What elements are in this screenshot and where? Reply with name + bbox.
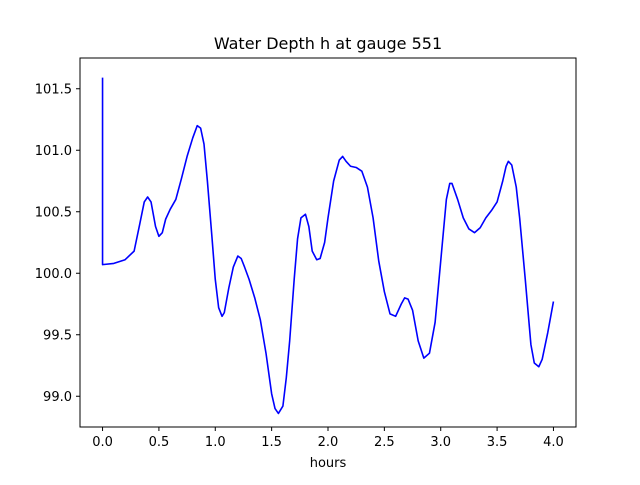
x-tick-label: 1.5 [261, 435, 282, 450]
series-line-1 [101, 77, 555, 415]
x-axis: 0.0 0.5 1.0 1.5 2.0 2.5 3.0 3.5 4.0 [92, 427, 564, 450]
chart-title: Water Depth h at gauge 551 [214, 34, 442, 53]
x-tick-label: 0.5 [149, 435, 170, 450]
x-tick-label: 3.0 [430, 435, 451, 450]
x-tick-label: 4.0 [543, 435, 564, 450]
y-tick-label: 101.5 [35, 82, 72, 97]
y-tick-label: 100.0 [35, 267, 72, 282]
y-axis: 99.0 99.5 100.0 100.5 101.0 101.5 [35, 82, 80, 405]
x-tick-label: 1.0 [205, 435, 226, 450]
x-tick-label: 0.0 [92, 435, 113, 450]
x-tick-label: 2.5 [374, 435, 395, 450]
plot-area [101, 77, 555, 415]
y-tick-label: 99.0 [43, 390, 72, 405]
y-tick-label: 99.5 [43, 328, 72, 343]
axes-frame [79, 57, 577, 428]
y-tick-label: 100.5 [35, 205, 72, 220]
x-axis-label: hours [310, 456, 347, 471]
y-tick-label: 101.0 [35, 144, 72, 159]
x-tick-label: 2.0 [318, 435, 339, 450]
x-tick-label: 3.5 [487, 435, 508, 450]
